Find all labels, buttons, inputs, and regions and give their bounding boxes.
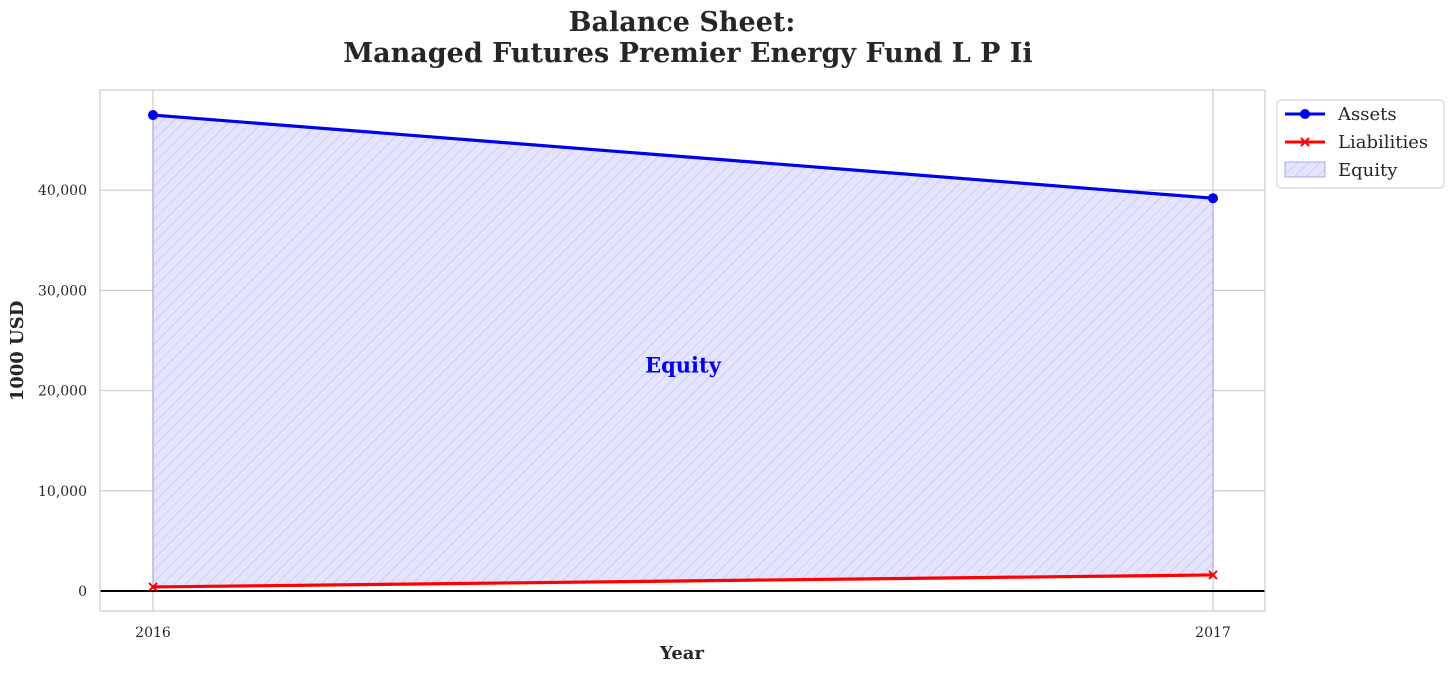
legend-liabilities-label: Liabilities [1338, 132, 1428, 153]
y-tick-label: 10,000 [38, 484, 87, 500]
legend-equity-hatch [1285, 162, 1325, 177]
equity-area-hatch [153, 115, 1213, 587]
equity-annotation: Equity [645, 353, 722, 378]
plot-frame [99, 89, 1266, 612]
y-tick-label: 0 [78, 584, 87, 600]
assets-point [148, 110, 158, 121]
legend-assets-marker [1300, 109, 1310, 119]
legend-assets-label: Assets [1337, 104, 1397, 125]
assets-line [152, 113, 1214, 200]
tick-labels: 0 10,000 20,000 30,000 40,000 2016 2017 [38, 183, 1231, 641]
y-axis-label: 1000 USD [7, 301, 28, 402]
assets-point [1208, 193, 1218, 204]
legend-equity-label: Equity [1338, 160, 1398, 181]
series-layer [148, 110, 1218, 592]
liabilities-line [152, 573, 1214, 589]
y-tick-label: 30,000 [38, 283, 87, 299]
chart-title-line2: Managed Futures Premier Energy Fund L P … [343, 38, 1032, 69]
x-tick-label: 2016 [135, 625, 171, 641]
y-tick-label: 20,000 [38, 384, 87, 400]
x-axis-label: Year [659, 643, 704, 664]
legend-liabilities-marker [1300, 137, 1310, 147]
chart-title-line1: Balance Sheet: [569, 7, 796, 38]
liabilities-point [1208, 570, 1218, 580]
y-tick-label: 40,000 [38, 183, 87, 199]
legend: Assets Liabilities Equity [1276, 99, 1445, 189]
x-tick-label: 2017 [1195, 625, 1231, 641]
equity-area-layer [152, 114, 1214, 588]
liabilities-point [148, 582, 158, 592]
